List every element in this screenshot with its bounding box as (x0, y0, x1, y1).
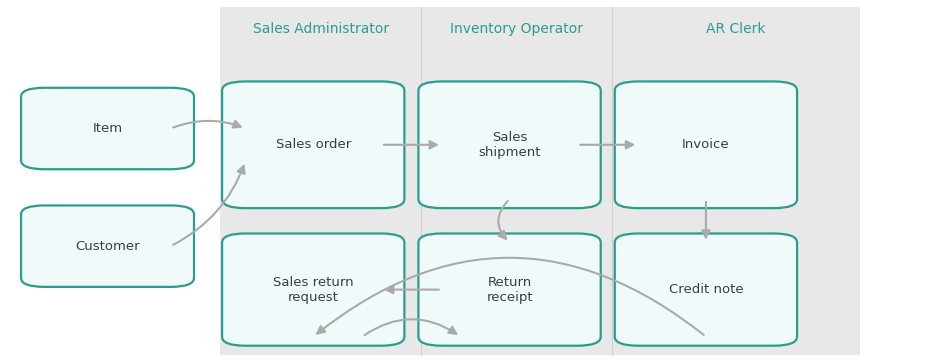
Text: Return
receipt: Return receipt (486, 275, 533, 304)
Text: Customer: Customer (75, 240, 140, 253)
Text: Invoice: Invoice (683, 138, 729, 151)
FancyBboxPatch shape (223, 81, 404, 208)
FancyBboxPatch shape (21, 206, 194, 287)
Bar (220, 7, 860, 355)
Text: Credit note: Credit note (669, 283, 743, 296)
Text: Inventory Operator: Inventory Operator (450, 22, 583, 36)
FancyBboxPatch shape (223, 233, 404, 346)
FancyBboxPatch shape (615, 233, 797, 346)
Text: Sales order: Sales order (276, 138, 351, 151)
Text: AR Clerk: AR Clerk (706, 22, 766, 36)
Text: Sales Administrator: Sales Administrator (252, 22, 389, 36)
FancyBboxPatch shape (419, 233, 601, 346)
Text: Sales
shipment: Sales shipment (479, 131, 540, 159)
FancyBboxPatch shape (615, 81, 797, 208)
Text: Item: Item (93, 122, 122, 135)
FancyBboxPatch shape (21, 88, 194, 169)
Text: Sales return
request: Sales return request (273, 275, 353, 304)
FancyBboxPatch shape (419, 81, 601, 208)
